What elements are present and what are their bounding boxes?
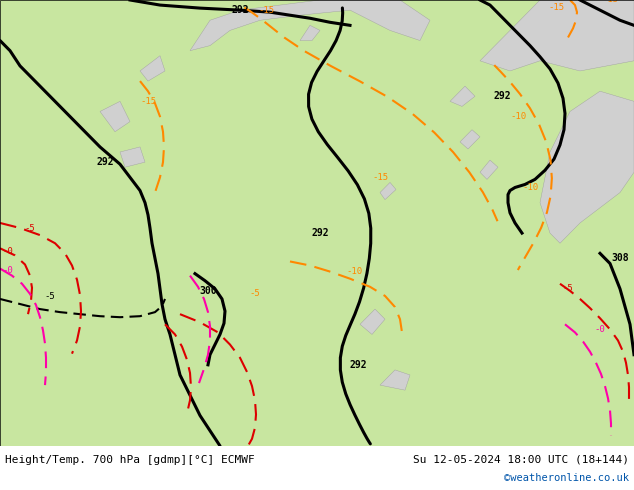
Text: -5: -5 <box>25 223 36 233</box>
Text: 292: 292 <box>311 228 329 238</box>
Text: Su 12-05-2024 18:00 UTC (18+144): Su 12-05-2024 18:00 UTC (18+144) <box>413 455 629 465</box>
Polygon shape <box>380 370 410 390</box>
Text: -5: -5 <box>250 290 261 298</box>
Text: -10: -10 <box>510 112 526 121</box>
Text: -0: -0 <box>3 266 13 275</box>
Text: 292: 292 <box>96 157 114 167</box>
Text: -10: -10 <box>347 267 363 276</box>
Text: 292: 292 <box>493 91 511 101</box>
Text: -0: -0 <box>3 247 13 256</box>
Polygon shape <box>100 101 130 132</box>
Text: ©weatheronline.co.uk: ©weatheronline.co.uk <box>504 473 629 483</box>
Polygon shape <box>140 56 165 81</box>
Text: -5: -5 <box>562 284 573 294</box>
Polygon shape <box>120 147 145 167</box>
Text: -15: -15 <box>602 0 618 4</box>
Text: 292: 292 <box>231 5 249 15</box>
Text: -5: -5 <box>44 293 55 301</box>
Text: -15: -15 <box>140 97 156 106</box>
Text: 292: 292 <box>349 360 367 370</box>
Polygon shape <box>480 160 498 179</box>
Text: -10: -10 <box>522 183 538 192</box>
Text: -0: -0 <box>595 325 605 334</box>
Text: 300: 300 <box>199 286 217 296</box>
Text: 308: 308 <box>611 253 629 264</box>
Polygon shape <box>460 130 480 149</box>
Text: -15: -15 <box>259 5 275 15</box>
Polygon shape <box>480 0 634 71</box>
Polygon shape <box>380 182 396 199</box>
Polygon shape <box>300 25 320 41</box>
Text: -15: -15 <box>372 173 388 182</box>
Polygon shape <box>450 86 475 106</box>
Polygon shape <box>190 0 430 50</box>
Text: -15: -15 <box>548 2 564 12</box>
Polygon shape <box>540 91 634 243</box>
Text: Height/Temp. 700 hPa [gdmp][°C] ECMWF: Height/Temp. 700 hPa [gdmp][°C] ECMWF <box>5 455 255 465</box>
Polygon shape <box>360 309 385 334</box>
